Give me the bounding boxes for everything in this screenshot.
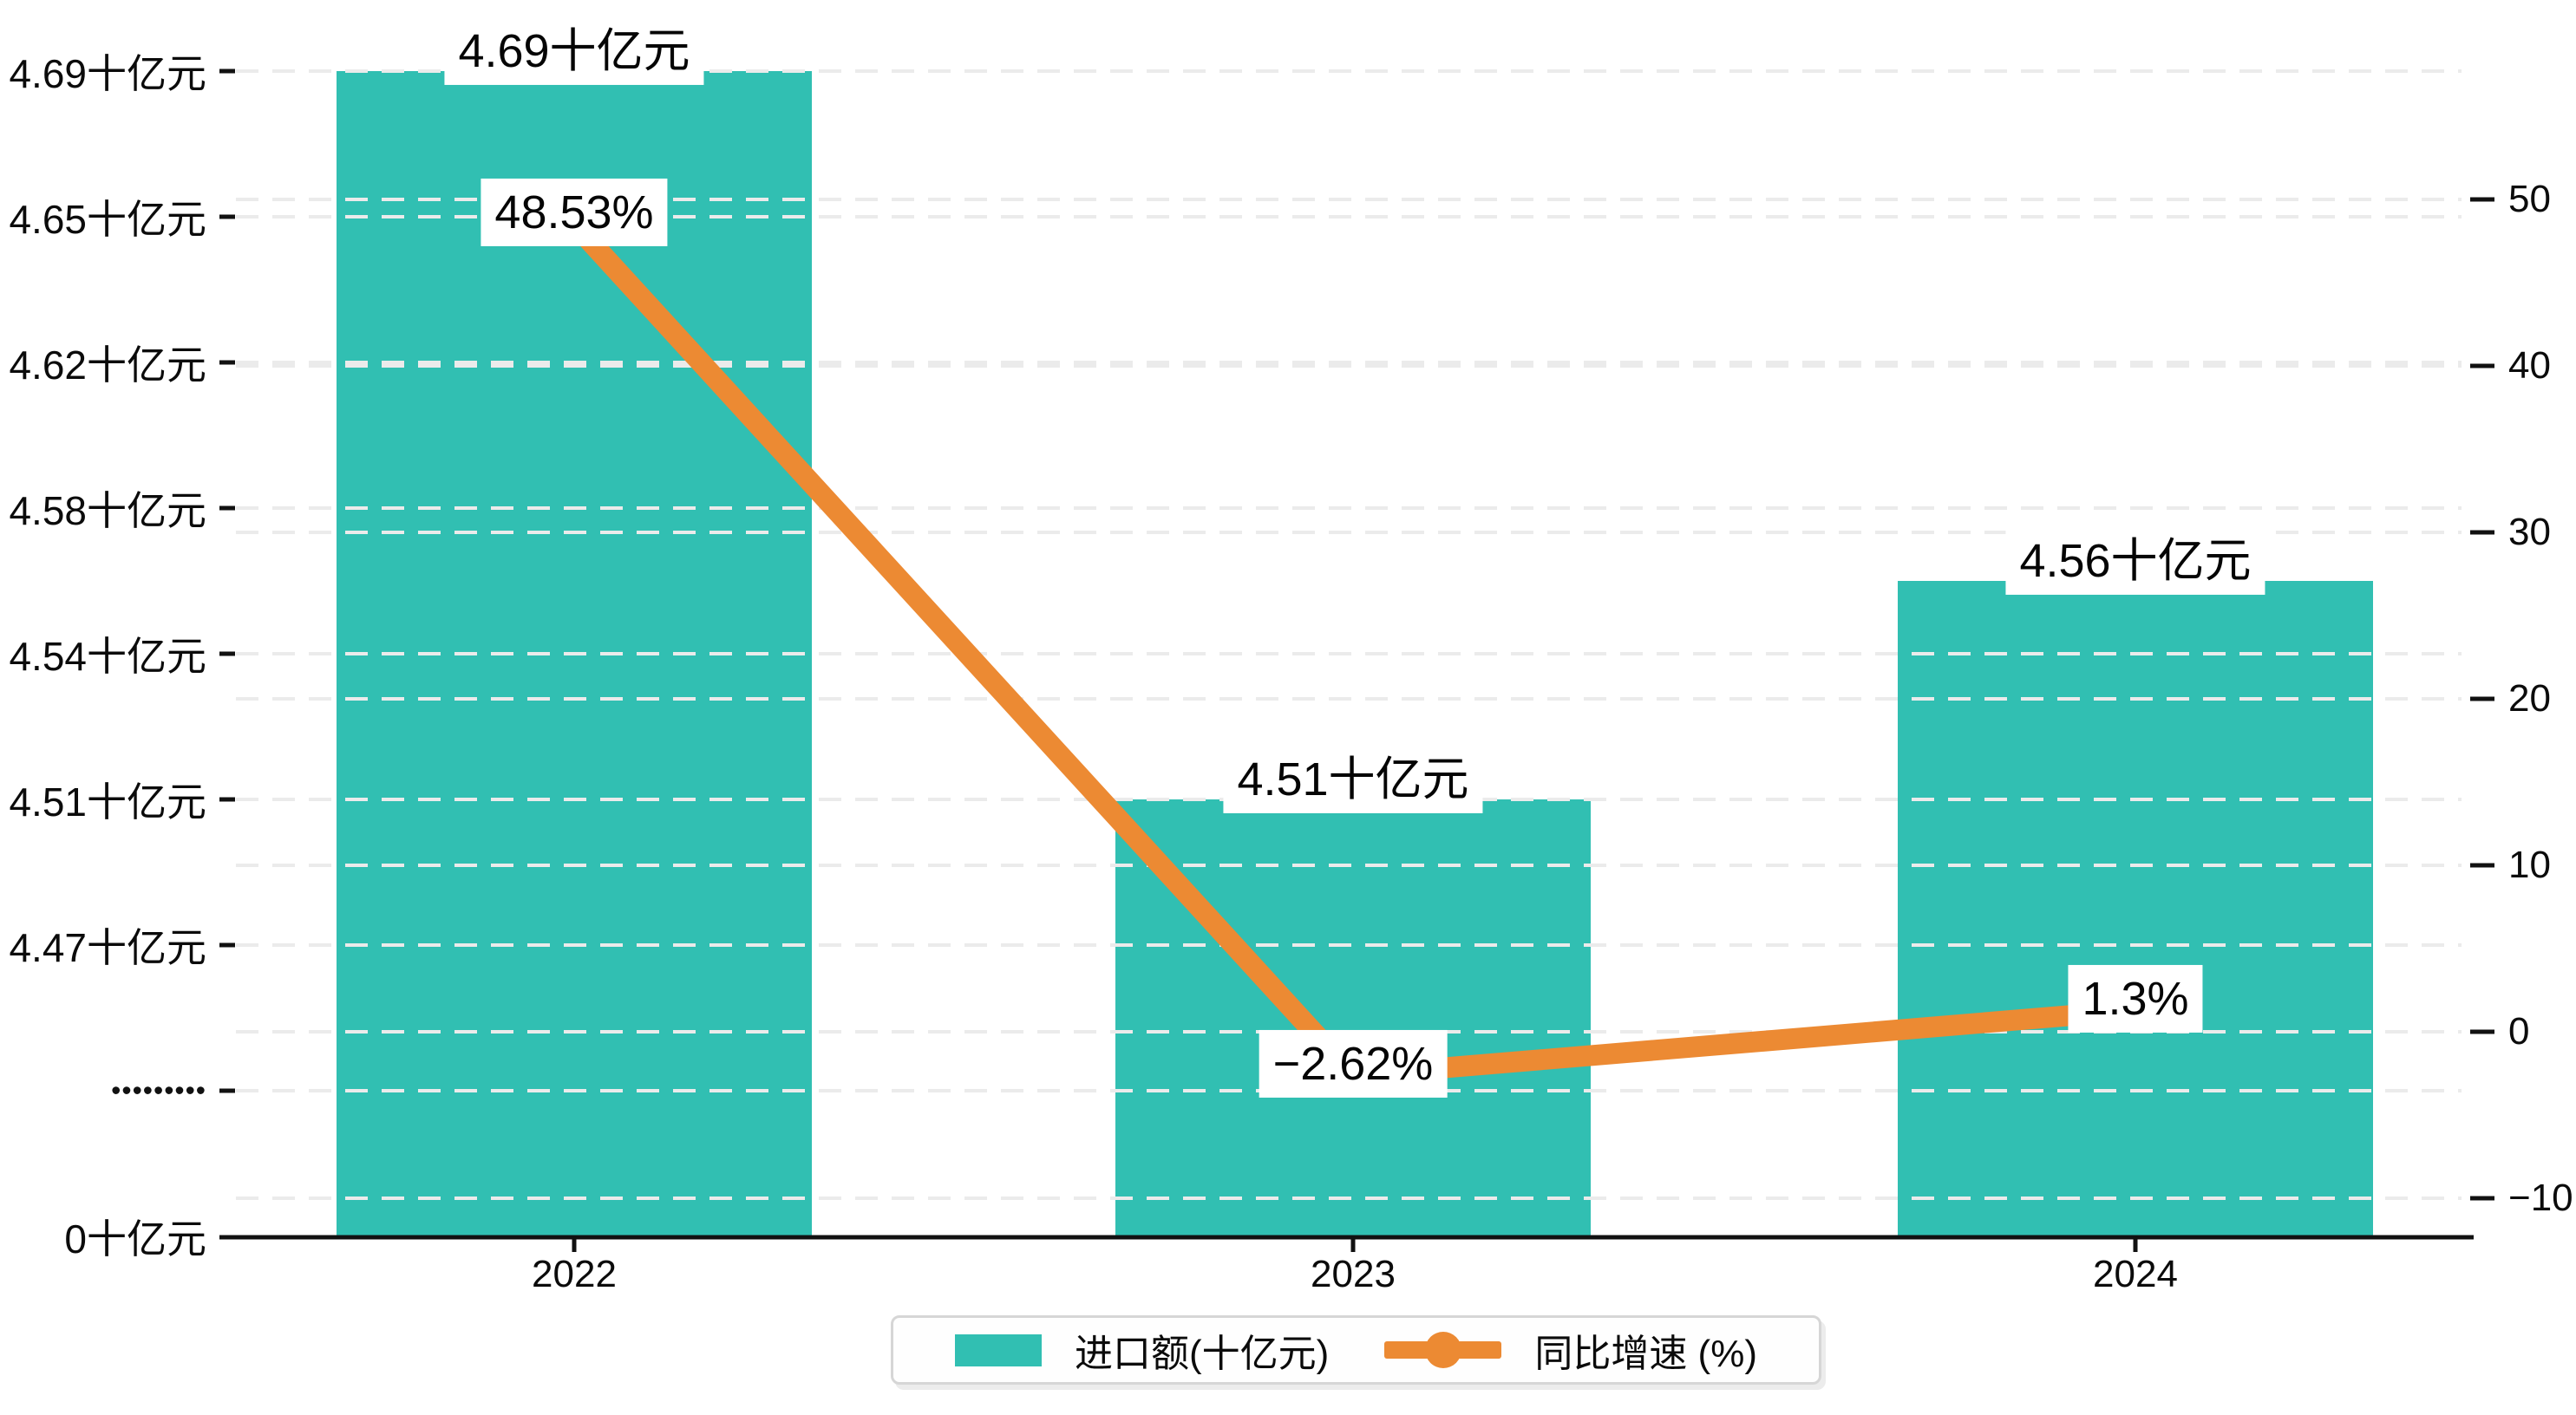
line-series-marker-icon — [1384, 1331, 1502, 1369]
bar-2024[interactable] — [1898, 581, 2373, 1237]
legend-line-label: 同比增速 (%) — [1534, 1333, 1757, 1375]
legend-bar-label: 进口额(十亿元) — [1075, 1333, 1330, 1375]
axes — [219, 68, 2494, 1252]
bar-series — [337, 71, 2373, 1237]
legend: 进口额(十亿元) 同比增速 (%) — [891, 1315, 1821, 1385]
bar-series-swatch-icon — [955, 1333, 1043, 1366]
legend-item-growth[interactable]: 同比增速 (%) — [1384, 1322, 1757, 1378]
bar-2023[interactable] — [1115, 799, 1591, 1237]
legend-item-imports[interactable]: 进口额(十亿元) — [955, 1322, 1329, 1378]
